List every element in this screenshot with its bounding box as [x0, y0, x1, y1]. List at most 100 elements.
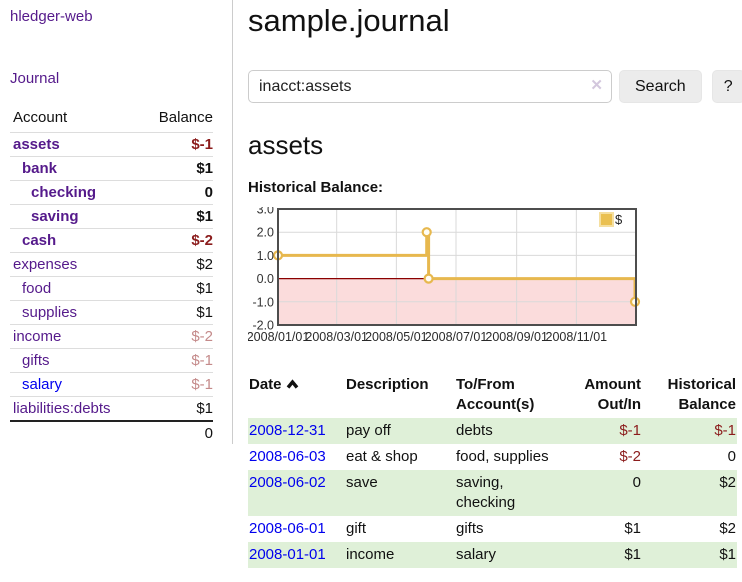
page-title: sample.journal	[248, 3, 450, 38]
account-balance: $-2	[139, 324, 213, 349]
account-link[interactable]: saving	[31, 208, 79, 225]
y-axis-tick-label: 2.0	[257, 226, 274, 240]
y-axis-tick-label: -1.0	[252, 295, 274, 309]
register-table-body: 2008-12-31 pay off debts $-1 $-1 2008-06…	[248, 418, 737, 568]
transaction-amount: $1	[624, 520, 641, 537]
main-content: sample.journal ✕ Search ? assets Histori…	[233, 0, 742, 582]
accounts-total-row: 0	[10, 420, 213, 445]
accounts-header-account: Account	[13, 109, 68, 126]
clear-search-icon[interactable]: ✕	[590, 77, 603, 94]
account-row: gifts $-1	[10, 348, 213, 373]
transaction-date-link[interactable]: 2008-01-01	[249, 546, 326, 563]
transaction-description: save	[346, 474, 378, 491]
x-axis-tick-label: 2008/07/01	[425, 330, 488, 344]
register-header-balance: Historical Balance	[667, 376, 736, 413]
account-balance: $-1	[139, 372, 213, 397]
register-row: 2008-01-01 income salary $1 $1	[248, 542, 737, 568]
x-axis-tick-label: 2008/01/01	[248, 330, 309, 344]
transaction-accounts: saving, checking	[456, 474, 516, 511]
account-balance: $-1	[139, 132, 213, 157]
account-row: supplies $1	[10, 300, 213, 325]
register-row: 2008-06-03 eat & shop food, supplies $-2…	[248, 444, 737, 470]
app-brand-link[interactable]: hledger-web	[10, 8, 93, 25]
transaction-date-link[interactable]: 2008-06-03	[249, 448, 326, 465]
account-row: saving $1	[10, 204, 213, 229]
account-link[interactable]: checking	[31, 184, 97, 201]
sort-ascending-icon	[286, 379, 298, 389]
chart-heading: Historical Balance:	[248, 179, 384, 196]
account-row: food $1	[10, 276, 213, 301]
x-axis-tick-label: 2008/11/01	[546, 330, 608, 344]
transaction-balance: 0	[727, 448, 736, 465]
account-balance: $-2	[139, 228, 213, 253]
y-axis-tick-label: 0.0	[257, 272, 274, 286]
account-link[interactable]: cash	[22, 232, 57, 249]
register-header-amount: Amount Out/In	[584, 376, 641, 413]
y-axis-tick-label: -2.0	[252, 319, 274, 333]
account-link[interactable]: liabilities:debts	[13, 400, 111, 417]
sidebar: hledger-web Journal Account Balance asse…	[0, 0, 233, 445]
register-table: Date Description To/From Account(s) Amou…	[248, 374, 737, 568]
account-heading: assets	[248, 130, 324, 160]
sidebar-item-journal[interactable]: Journal	[10, 70, 60, 87]
transaction-description: eat & shop	[346, 448, 418, 465]
transaction-amount: $-1	[619, 422, 641, 439]
transaction-date-link[interactable]: 2008-06-01	[249, 520, 326, 537]
transaction-balance: $-1	[714, 422, 736, 439]
transaction-amount: 0	[632, 474, 641, 491]
chart-canvas: $3.0 2.0 1.0 0.0 -1.0 -2.02008/01/012008/03/0…	[247, 203, 641, 344]
account-row: assets $-1	[10, 132, 213, 157]
account-balance: $2	[139, 252, 213, 277]
account-balance: $1	[139, 396, 213, 421]
account-row: income $-2	[10, 324, 213, 349]
transaction-description: gift	[346, 520, 367, 537]
account-balance: $1	[139, 204, 213, 229]
accounts-total-value: 0	[139, 420, 213, 445]
x-axis-tick-label: 2008/03/01	[305, 330, 368, 344]
y-axis-tick-label: 3.0	[257, 207, 274, 217]
transaction-accounts: debts	[456, 422, 493, 439]
account-balance: $1	[139, 156, 213, 181]
register-header-date[interactable]: Date	[248, 374, 345, 418]
account-link[interactable]: salary	[22, 376, 63, 393]
transaction-balance: $2	[719, 474, 736, 491]
transaction-amount: $-2	[619, 448, 641, 465]
register-row: 2008-12-31 pay off debts $-1 $-1	[248, 418, 737, 444]
account-link[interactable]: bank	[22, 160, 58, 177]
account-balance: 0	[139, 180, 213, 205]
account-balance: $1	[139, 300, 213, 325]
account-row: bank $1	[10, 156, 213, 181]
transaction-description: pay off	[346, 422, 391, 439]
search-form: ✕ Search ?	[248, 70, 742, 103]
account-link[interactable]: expenses	[13, 256, 78, 273]
transaction-balance: $1	[719, 546, 736, 563]
transaction-amount: $1	[624, 546, 641, 563]
transaction-description: income	[346, 546, 395, 563]
account-row: liabilities:debts $1	[10, 396, 213, 421]
x-axis-tick-label: 2008/09/01	[485, 330, 548, 344]
transaction-accounts: gifts	[456, 520, 484, 537]
accounts-header-balance: Balance	[158, 109, 213, 126]
help-button[interactable]: ?	[711, 70, 742, 103]
account-balance: $-1	[139, 348, 213, 373]
transaction-balance: $2	[719, 520, 736, 537]
x-axis-tick-label: 2008/05/01	[365, 330, 428, 344]
search-input[interactable]	[248, 70, 612, 103]
account-row: cash $-2	[10, 228, 213, 253]
account-link[interactable]: food	[22, 280, 52, 297]
account-link[interactable]: supplies	[22, 304, 78, 321]
search-button[interactable]: Search	[619, 70, 702, 103]
register-header-description: Description	[346, 376, 429, 393]
legend-swatch	[599, 212, 614, 227]
transaction-accounts: salary	[456, 546, 497, 563]
accounts-table: Account Balance assets $-1 bank $1 check…	[10, 107, 213, 445]
transaction-date-link[interactable]: 2008-12-31	[249, 422, 326, 439]
account-link[interactable]: income	[13, 328, 62, 345]
accounts-table-body: assets $-1 bank $1 checking 0 saving $1 …	[10, 132, 213, 421]
legend-label: $	[615, 212, 623, 227]
account-row: salary $-1	[10, 372, 213, 397]
account-link[interactable]: assets	[13, 136, 60, 153]
account-row: checking 0	[10, 180, 213, 205]
account-link[interactable]: gifts	[22, 352, 50, 369]
transaction-date-link[interactable]: 2008-06-02	[249, 474, 326, 491]
